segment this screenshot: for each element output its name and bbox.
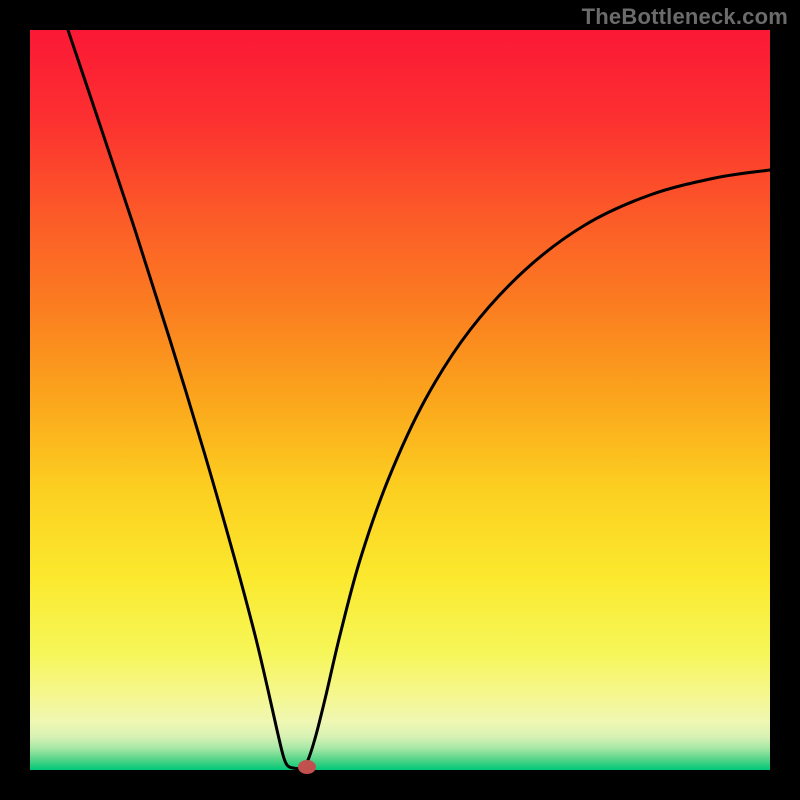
watermark-text: TheBottleneck.com xyxy=(582,4,788,30)
plot-area xyxy=(30,30,770,770)
chart-container: TheBottleneck.com xyxy=(0,0,800,800)
optimum-marker xyxy=(298,760,316,774)
frame-left xyxy=(0,0,30,800)
frame-bottom xyxy=(0,770,800,800)
plot-svg xyxy=(30,30,770,770)
bottleneck-curve xyxy=(68,30,770,769)
frame-right xyxy=(770,0,800,800)
